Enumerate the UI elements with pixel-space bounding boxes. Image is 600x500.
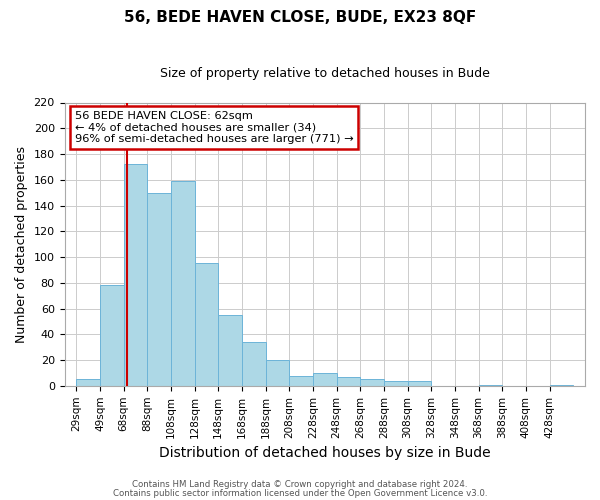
Bar — [76, 380, 100, 386]
Bar — [266, 360, 289, 386]
Bar — [550, 384, 573, 386]
Text: 56 BEDE HAVEN CLOSE: 62sqm
← 4% of detached houses are smaller (34)
96% of semi-: 56 BEDE HAVEN CLOSE: 62sqm ← 4% of detac… — [75, 111, 353, 144]
Bar — [289, 376, 313, 386]
X-axis label: Distribution of detached houses by size in Bude: Distribution of detached houses by size … — [159, 446, 491, 460]
Bar — [100, 286, 124, 386]
Text: Contains public sector information licensed under the Open Government Licence v3: Contains public sector information licen… — [113, 488, 487, 498]
Bar — [313, 373, 337, 386]
Bar — [242, 342, 266, 386]
Bar — [407, 380, 431, 386]
Bar — [194, 264, 218, 386]
Bar — [124, 164, 148, 386]
Bar — [148, 192, 171, 386]
Text: 56, BEDE HAVEN CLOSE, BUDE, EX23 8QF: 56, BEDE HAVEN CLOSE, BUDE, EX23 8QF — [124, 10, 476, 25]
Text: Contains HM Land Registry data © Crown copyright and database right 2024.: Contains HM Land Registry data © Crown c… — [132, 480, 468, 489]
Bar — [337, 377, 360, 386]
Title: Size of property relative to detached houses in Bude: Size of property relative to detached ho… — [160, 68, 490, 80]
Bar — [171, 181, 194, 386]
Y-axis label: Number of detached properties: Number of detached properties — [15, 146, 28, 342]
Bar — [479, 384, 502, 386]
Bar — [360, 380, 384, 386]
Bar — [218, 315, 242, 386]
Bar — [384, 380, 407, 386]
